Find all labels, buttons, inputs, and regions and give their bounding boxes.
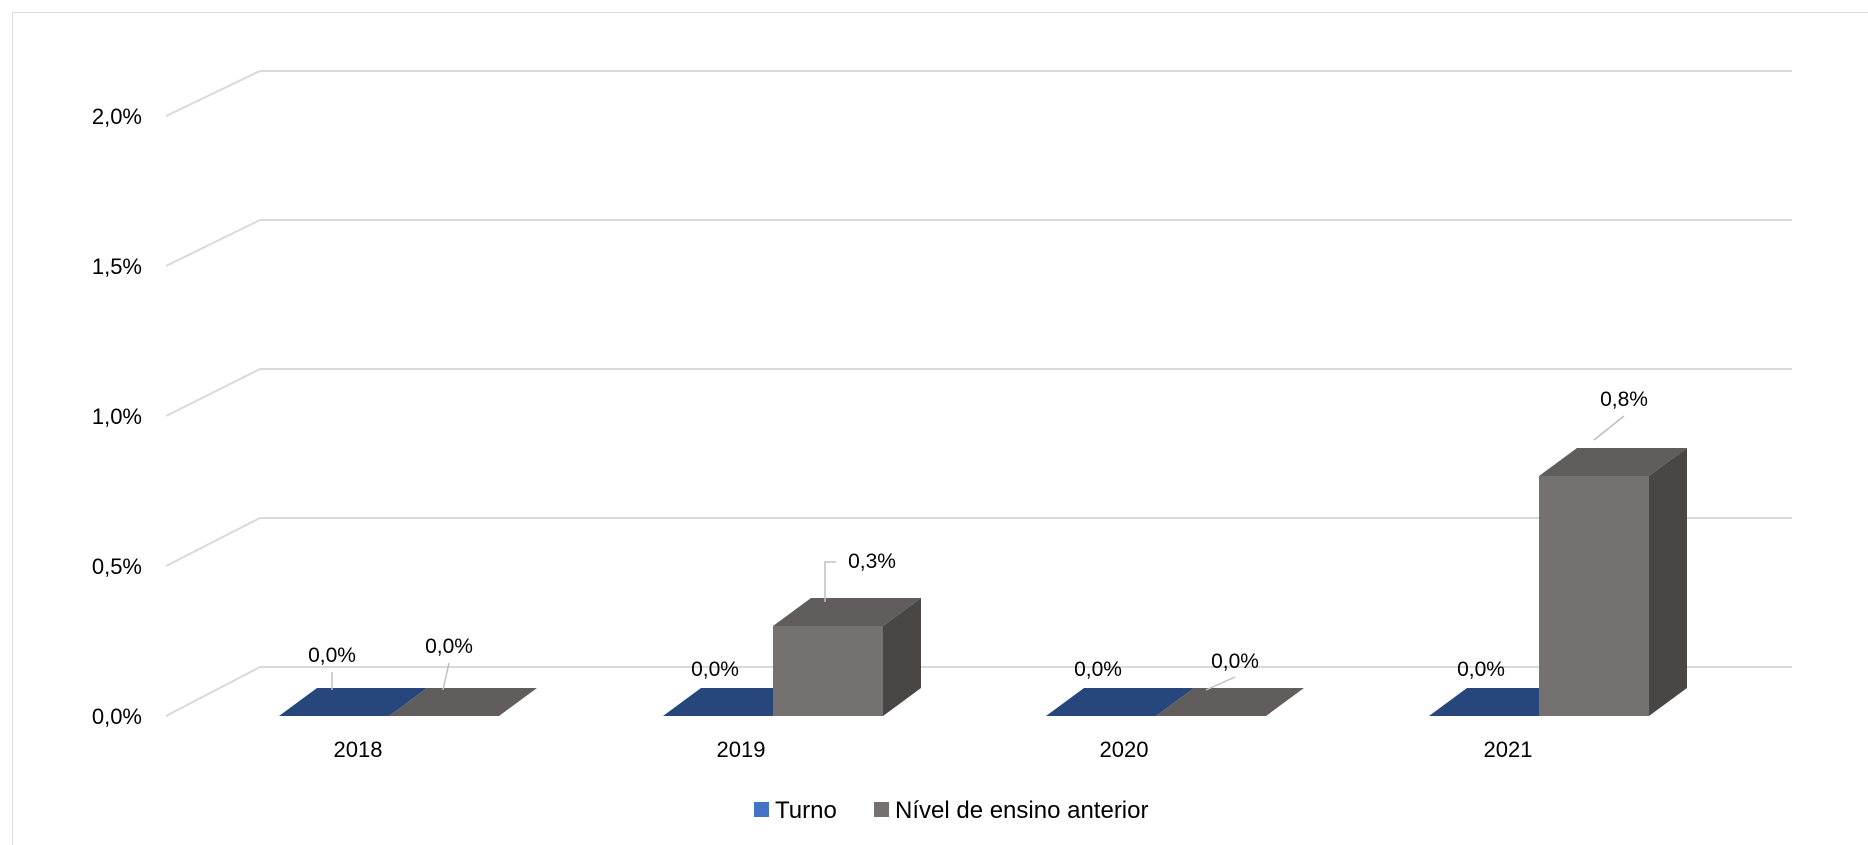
bar-top bbox=[1046, 688, 1194, 716]
y-axis: 0,0% 0,5% 1,0% 1,5% 2,0% bbox=[92, 104, 142, 729]
bar-top bbox=[1539, 448, 1687, 476]
data-label: 0,0% bbox=[425, 635, 473, 658]
bar-n-vel-de-ensino-anterior-2019 bbox=[773, 598, 921, 716]
x-axis: 2018 2019 2020 2021 bbox=[334, 737, 1533, 762]
legend-swatch-nivel-de-ensino-anterior bbox=[874, 802, 889, 817]
leader-line bbox=[1593, 415, 1625, 441]
gridline-side bbox=[165, 219, 261, 267]
gridline-side bbox=[165, 368, 261, 417]
bar-top bbox=[389, 688, 537, 716]
x-tick-label: 2021 bbox=[1484, 737, 1533, 762]
data-label: 0,0% bbox=[691, 658, 739, 681]
gridline-side bbox=[165, 666, 261, 717]
legend-label-turno: Turno bbox=[775, 797, 837, 824]
gridline-side bbox=[165, 70, 261, 117]
y-tick-label: 0,0% bbox=[92, 704, 142, 729]
bars bbox=[279, 448, 1687, 716]
leader-line bbox=[824, 561, 836, 602]
x-tick-label: 2019 bbox=[717, 737, 766, 762]
data-label: 0,0% bbox=[308, 644, 356, 667]
gridlines bbox=[165, 70, 1792, 717]
bar-top bbox=[279, 688, 427, 716]
data-label: 0,0% bbox=[1211, 650, 1259, 673]
y-tick-label: 0,5% bbox=[92, 554, 142, 579]
bar-top bbox=[1156, 688, 1304, 716]
bar-n-vel-de-ensino-anterior-2020 bbox=[1156, 688, 1304, 716]
leader-line bbox=[1205, 676, 1236, 691]
data-label: 0,3% bbox=[848, 550, 896, 573]
data-label: 0,0% bbox=[1074, 658, 1122, 681]
data-label: 0,8% bbox=[1600, 388, 1648, 411]
y-tick-label: 1,5% bbox=[92, 254, 142, 279]
x-tick-label: 2018 bbox=[334, 737, 383, 762]
y-tick-label: 2,0% bbox=[92, 104, 142, 129]
bar-side bbox=[883, 598, 921, 716]
bar-n-vel-de-ensino-anterior-2018 bbox=[389, 688, 537, 716]
data-labels: 0,0% 0,0% 0,0% 0,0% 0,0% 0,3% 0,0% 0,8% bbox=[308, 388, 1648, 691]
bar-n-vel-de-ensino-anterior-2021 bbox=[1539, 448, 1687, 716]
x-tick-label: 2020 bbox=[1100, 737, 1149, 762]
bar-front bbox=[1539, 476, 1649, 716]
bar-top bbox=[773, 598, 921, 626]
legend-label-nivel-de-ensino-anterior: Nível de ensino anterior bbox=[895, 797, 1148, 824]
bar-side bbox=[1649, 448, 1687, 716]
data-label: 0,0% bbox=[1457, 658, 1505, 681]
bar-turno-2020 bbox=[1046, 688, 1194, 716]
gridline-side bbox=[165, 517, 261, 567]
bar-front bbox=[773, 626, 883, 716]
chart-frame bbox=[12, 12, 1868, 845]
bar-turno-2018 bbox=[279, 688, 427, 716]
legend: Turno Nível de ensino anterior bbox=[754, 797, 1148, 824]
legend-swatch-turno bbox=[754, 802, 769, 817]
y-tick-label: 1,0% bbox=[92, 404, 142, 429]
leader-line bbox=[442, 662, 450, 691]
